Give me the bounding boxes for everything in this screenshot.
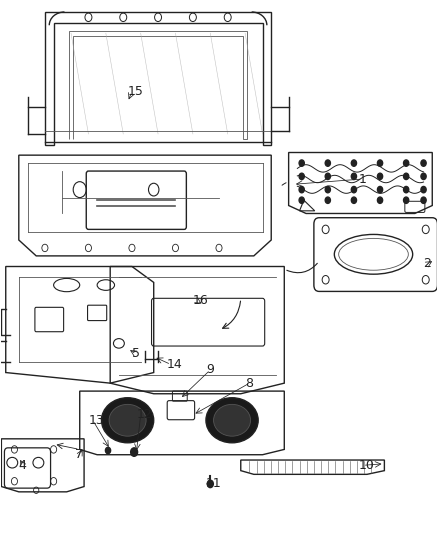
Circle shape: [325, 173, 330, 180]
Circle shape: [351, 197, 357, 204]
Text: 8: 8: [245, 377, 253, 390]
Text: 10: 10: [358, 459, 374, 472]
Circle shape: [403, 187, 409, 193]
Text: 11: 11: [206, 478, 222, 490]
Circle shape: [378, 197, 383, 204]
Circle shape: [325, 197, 330, 204]
Circle shape: [378, 187, 383, 193]
Ellipse shape: [109, 405, 146, 436]
Circle shape: [351, 173, 357, 180]
Circle shape: [403, 160, 409, 166]
Ellipse shape: [102, 398, 154, 443]
Text: 13: 13: [88, 414, 104, 427]
Circle shape: [403, 173, 409, 180]
Circle shape: [299, 173, 304, 180]
Text: 14: 14: [167, 358, 183, 371]
Circle shape: [351, 187, 357, 193]
Text: 4: 4: [19, 459, 27, 472]
Circle shape: [351, 160, 357, 166]
Text: 12: 12: [136, 408, 152, 422]
Text: 15: 15: [127, 85, 144, 98]
Circle shape: [299, 160, 304, 166]
Circle shape: [421, 160, 426, 166]
Text: 5: 5: [132, 348, 140, 360]
Ellipse shape: [214, 405, 251, 436]
Circle shape: [421, 187, 426, 193]
Text: 9: 9: [206, 364, 214, 376]
Circle shape: [299, 187, 304, 193]
Circle shape: [131, 448, 138, 456]
Circle shape: [378, 160, 383, 166]
Text: 2: 2: [424, 257, 431, 270]
Ellipse shape: [206, 398, 258, 443]
Circle shape: [207, 480, 213, 488]
Circle shape: [325, 187, 330, 193]
Text: 1: 1: [358, 173, 366, 185]
Circle shape: [378, 173, 383, 180]
Circle shape: [325, 160, 330, 166]
Text: 7: 7: [75, 448, 83, 461]
Circle shape: [106, 447, 111, 454]
Text: 16: 16: [193, 294, 208, 308]
Circle shape: [421, 173, 426, 180]
Circle shape: [403, 197, 409, 204]
Circle shape: [299, 197, 304, 204]
Circle shape: [421, 197, 426, 204]
